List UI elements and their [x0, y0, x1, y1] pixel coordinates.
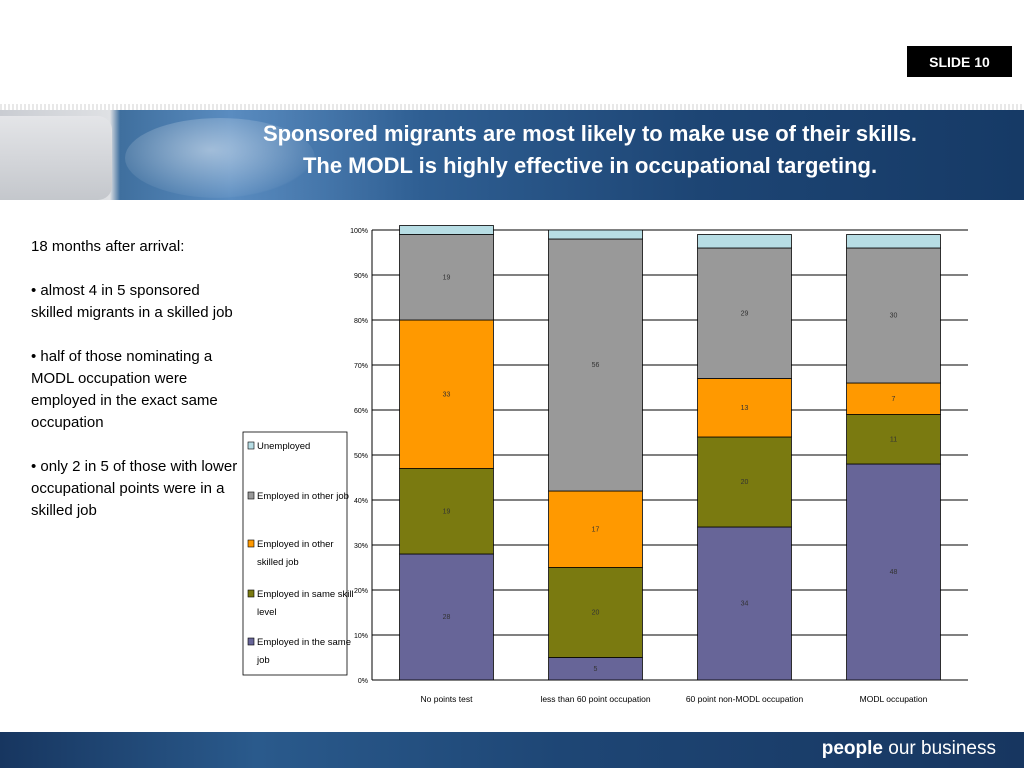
title-banner: [0, 110, 1024, 200]
legend-box: [242, 431, 348, 676]
legend-label: Employed in same skill: [257, 589, 354, 600]
y-tick-label: 30%: [354, 543, 368, 550]
globe-graphic: [125, 118, 315, 198]
legend-label: job: [256, 655, 270, 666]
x-category-label: less than 60 point occupation: [540, 694, 650, 704]
y-tick-label: 100%: [350, 228, 368, 235]
bullet-text-block: 18 months after arrival: • almost 4 in 5…: [31, 236, 243, 544]
bar-segment: [697, 234, 792, 249]
data-label: 7: [892, 396, 896, 403]
bar-segment: [846, 414, 941, 465]
data-label: 34: [741, 601, 749, 608]
data-label: 11: [890, 436, 897, 443]
x-category-label: MODL occupation: [860, 694, 928, 704]
bar-segment: [399, 234, 494, 321]
y-tick-label: 20%: [354, 588, 368, 595]
legend-label: Unemployed: [257, 441, 310, 452]
data-label: 28: [443, 614, 451, 621]
data-label: 56: [592, 362, 600, 369]
bar-segment: [697, 526, 792, 681]
slide-number-badge: SLIDE 10: [907, 46, 1012, 77]
bullet-item: • half of those nominating a MODL occupa…: [31, 348, 218, 431]
footer-brand: people our business: [822, 738, 996, 760]
y-tick-label: 0%: [358, 678, 368, 685]
bar-segment: [399, 553, 494, 681]
data-label: 29: [741, 310, 749, 317]
title-line-1: Sponsored migrants are most likely to ma…: [262, 121, 918, 146]
legend-label: Employed in other job: [257, 491, 349, 502]
y-tick-label: 60%: [354, 408, 368, 415]
bar-segment: [697, 436, 792, 528]
legend-swatch: [247, 539, 255, 548]
y-tick-label: 50%: [354, 453, 368, 460]
data-label: 20: [741, 479, 749, 486]
data-label: 19: [443, 508, 451, 515]
y-tick-label: 10%: [354, 633, 368, 640]
intro-text: 18 months after arrival:: [31, 238, 185, 255]
y-tick-label: 40%: [354, 498, 368, 505]
legend-label: Employed in the same: [257, 637, 351, 648]
legend-swatch: [247, 441, 255, 450]
bar-segment: [399, 319, 494, 469]
title-line-2: The MODL is highly effective in occupati…: [302, 153, 878, 178]
y-tick-label: 90%: [354, 273, 368, 280]
legend-label: skilled job: [257, 557, 299, 568]
legend-swatch: [247, 491, 255, 500]
footer-bar: people our business: [0, 732, 1024, 768]
bar-segment: [548, 238, 643, 492]
data-label: 17: [592, 526, 600, 533]
data-label: 20: [592, 610, 600, 617]
data-label: 13: [741, 405, 749, 412]
banner-side-cap: [0, 116, 112, 200]
y-tick-label: 70%: [354, 363, 368, 370]
bar-segment: [846, 234, 941, 249]
legend-swatch: [247, 589, 255, 598]
y-tick-label: 80%: [354, 318, 368, 325]
legend-label: Employed in other: [257, 539, 334, 550]
bullet-item: • almost 4 in 5 sponsored skilled migran…: [31, 282, 233, 321]
bullet-item: • only 2 in 5 of those with lower occupa…: [31, 458, 238, 519]
bar-segment: [846, 382, 941, 415]
legend-swatch: [247, 637, 255, 646]
bar-segment: [399, 225, 494, 235]
bar-segment: [697, 378, 792, 438]
x-category-label: No points test: [421, 694, 474, 704]
stacked-bar-chart: 0% 10% 20% 30% 40% 50% 60% 70% 80% 90% 100% 28 19 33 1…: [242, 225, 968, 704]
brand-word-rest: our business: [882, 738, 996, 759]
x-category-label: 60 point non-MODL occupation: [686, 694, 804, 704]
data-label: 5: [594, 666, 598, 673]
data-label: 30: [890, 313, 898, 320]
bar-segment: [548, 229, 643, 240]
data-label: 19: [443, 274, 451, 281]
brand-word-people: people: [821, 738, 883, 759]
slide-title: Sponsored migrants are most likely to ma…: [160, 118, 1020, 182]
legend-label: level: [257, 607, 277, 618]
data-label: 33: [443, 391, 451, 398]
bar-segment: [548, 490, 643, 568]
data-label: 48: [890, 569, 898, 576]
bar-segment: [846, 247, 941, 384]
bar-segment: [697, 247, 792, 379]
bar-segment: [399, 468, 494, 555]
bar-segment: [846, 463, 941, 681]
